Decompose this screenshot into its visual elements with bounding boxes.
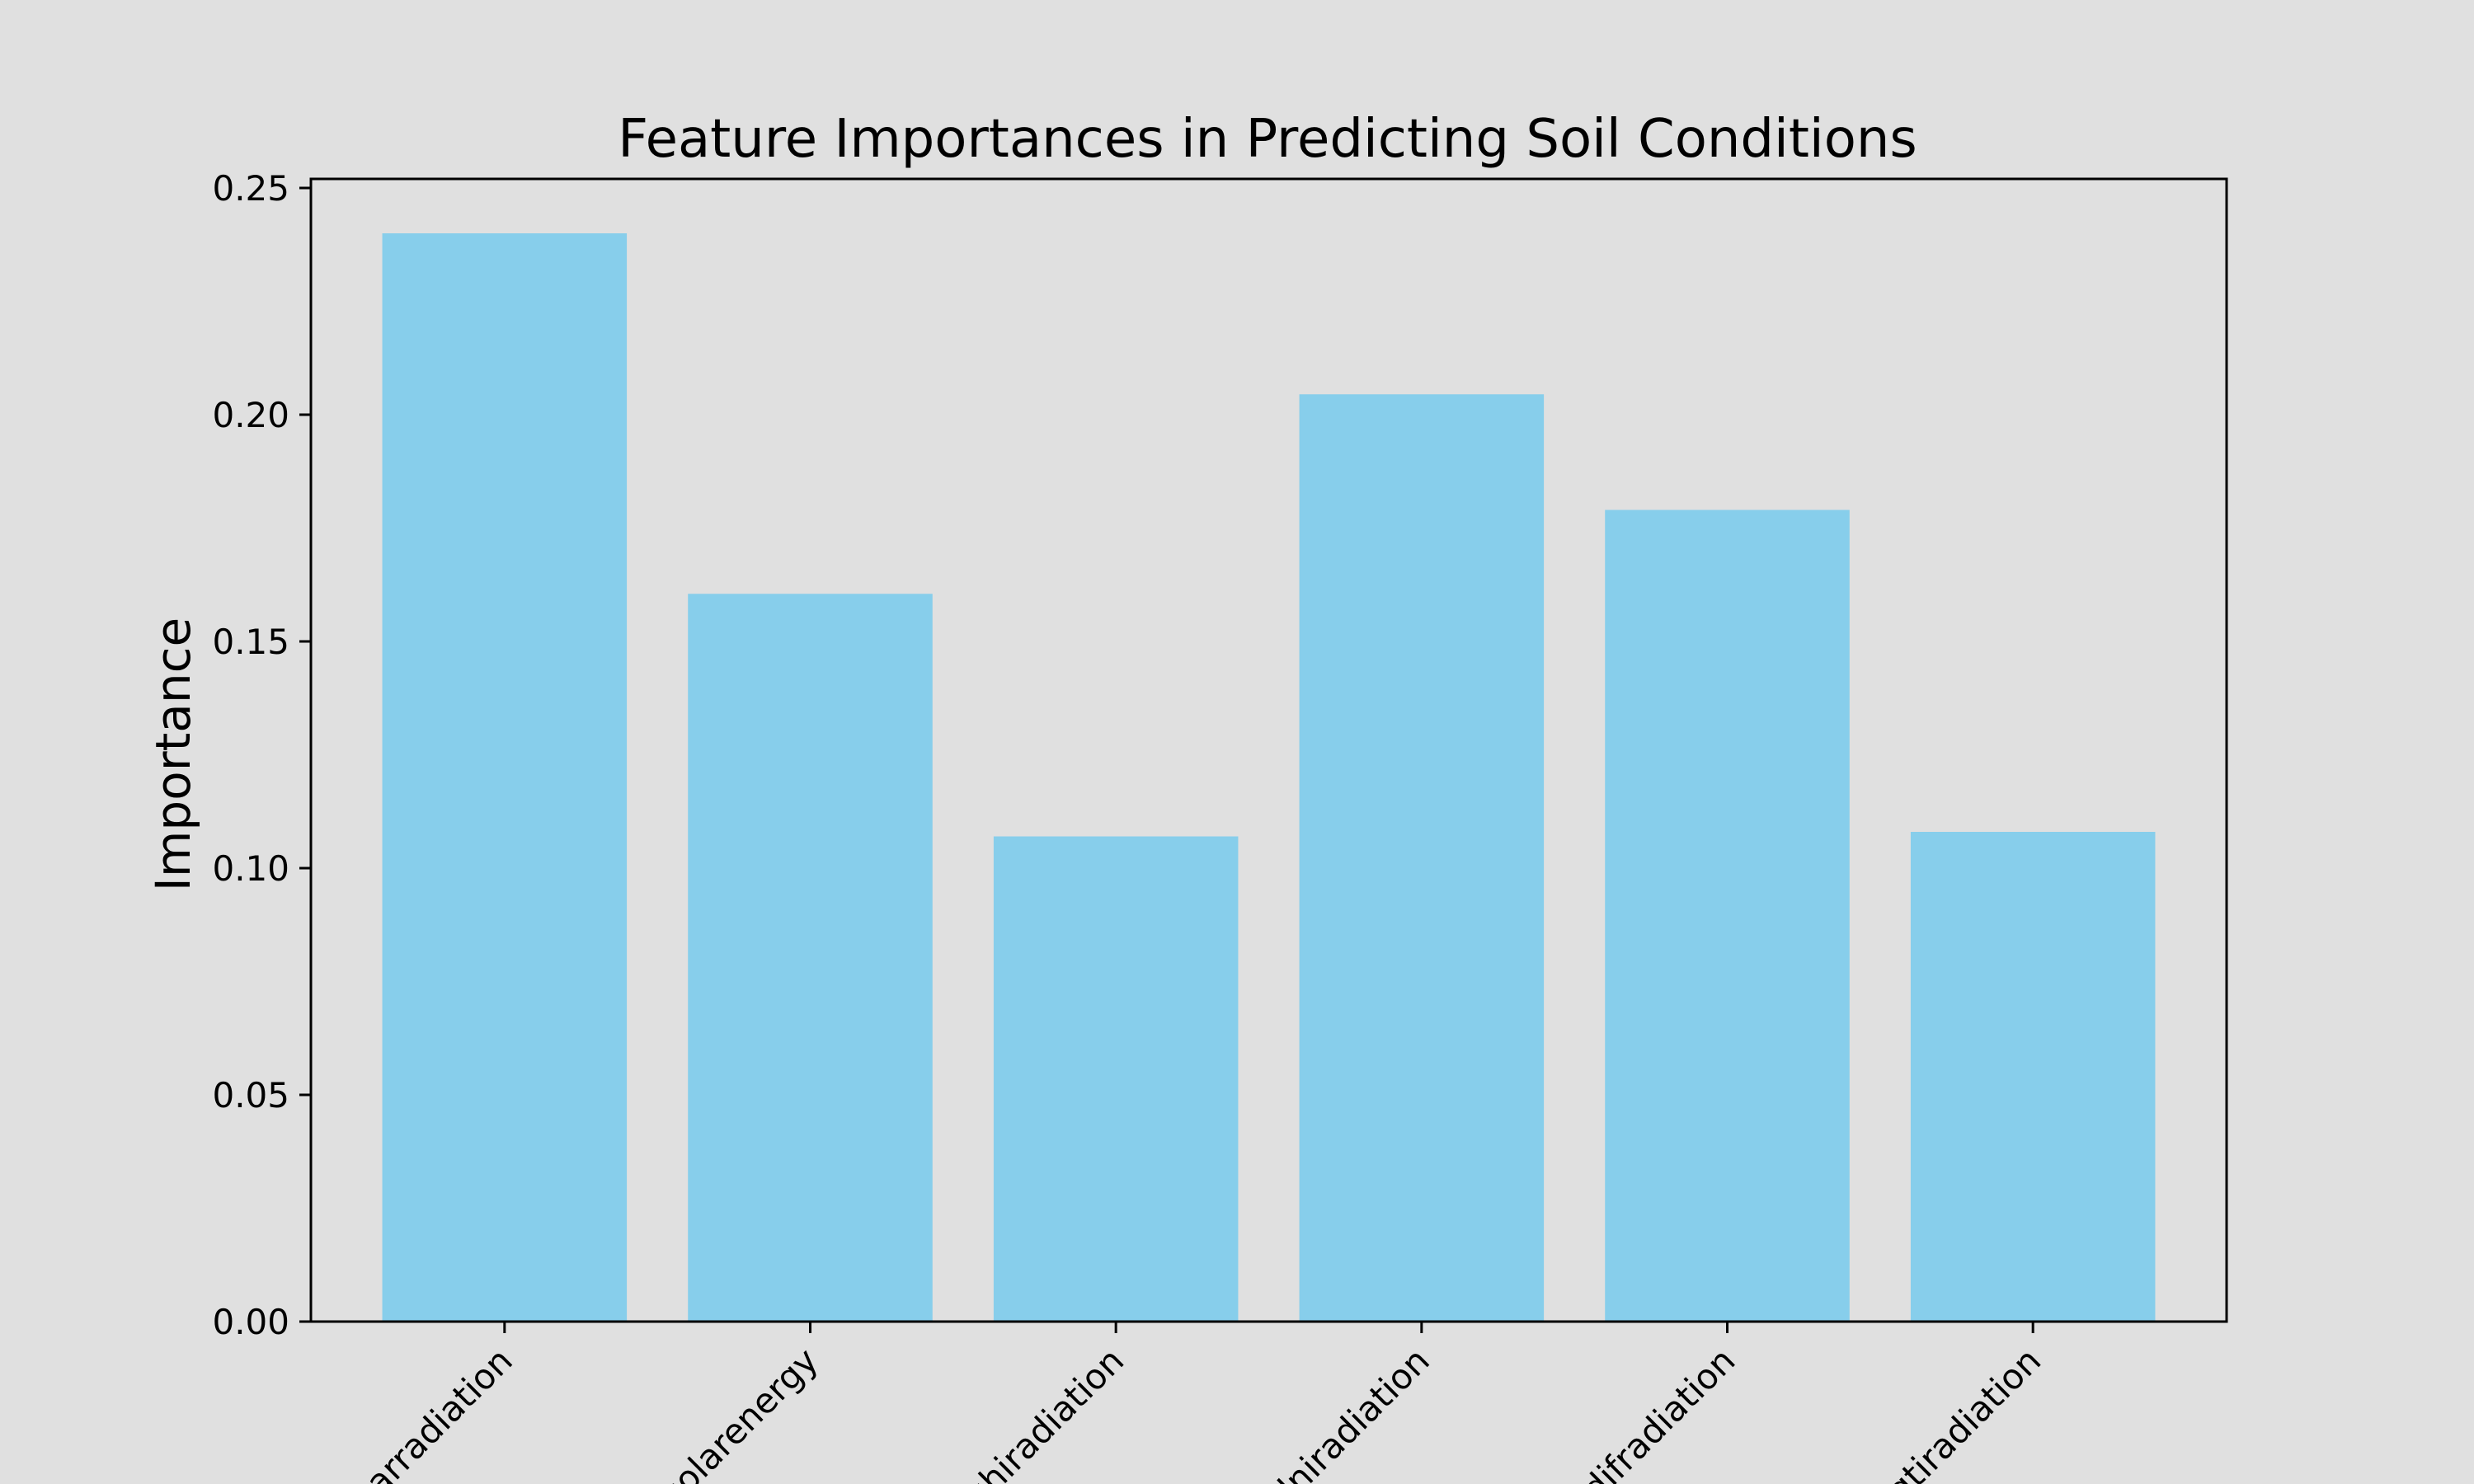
x-tick-label-starradiation: starradiation	[336, 1340, 520, 1484]
chart-title: Feature Importances in Predicting Soil C…	[618, 109, 1917, 170]
x-tick-label-dniradiation: dniradiation	[1262, 1340, 1437, 1484]
bars-group	[382, 233, 2156, 1322]
plot-frame	[309, 177, 2228, 1323]
x-axis: starradiation solarenergy ghiradiation dnir…	[336, 1322, 2048, 1484]
x-tick-label-ghiradiation: ghiradiation	[956, 1340, 1131, 1484]
y-tick-label-0.05: 0.05	[212, 1075, 289, 1115]
bar-solarenergy	[688, 594, 933, 1322]
bar-gtiradiation	[1910, 832, 2156, 1322]
bar-starradiation	[382, 233, 628, 1322]
y-axis-label: Importance	[145, 618, 201, 891]
y-tick-label-0.20: 0.20	[212, 395, 289, 435]
y-tick-label-0.15: 0.15	[212, 622, 289, 662]
x-tick-label-solarenergy: solarenergy	[653, 1340, 826, 1484]
x-tick-label-difradiation: difradiation	[1574, 1340, 1743, 1484]
bar-difradiation	[1605, 510, 1850, 1322]
y-tick-label-0.25: 0.25	[212, 168, 289, 209]
x-tick-label-gtiradiation: gtiradiation	[1879, 1340, 2048, 1484]
y-axis: 0.00 0.05 0.10 0.15 0.20 0.25	[212, 168, 311, 1342]
y-tick-label-0.00: 0.00	[212, 1302, 289, 1342]
bar-dniradiation	[1299, 394, 1545, 1322]
y-tick-label-0.10: 0.10	[212, 848, 289, 889]
bar-ghiradiation	[993, 836, 1239, 1322]
